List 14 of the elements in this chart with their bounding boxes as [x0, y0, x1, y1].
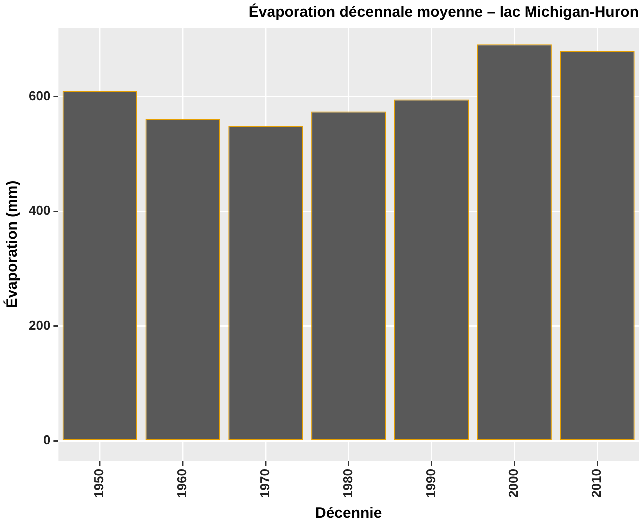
y-tick-label: 600: [28, 88, 51, 104]
x-tick-label: 2000: [506, 469, 522, 498]
chart-title: Évaporation décennale moyenne – lac Michigan-Huron: [248, 3, 639, 22]
x-tick-label: 1970: [258, 469, 273, 498]
y-tick-label: 0: [43, 432, 51, 448]
y-tick-label: 400: [28, 203, 51, 218]
x-tick-label: 2010: [589, 469, 604, 498]
x-tick-label: 1950: [92, 469, 107, 498]
x-tick-label: 1980: [340, 469, 356, 498]
x-tick-label: 1990: [423, 469, 438, 498]
y-axis-title: Évaporation (mm): [3, 180, 22, 308]
x-axis-title: Décennie: [315, 505, 382, 522]
y-tick-label: 200: [28, 318, 51, 333]
x-tick-label: 1960: [174, 469, 190, 498]
